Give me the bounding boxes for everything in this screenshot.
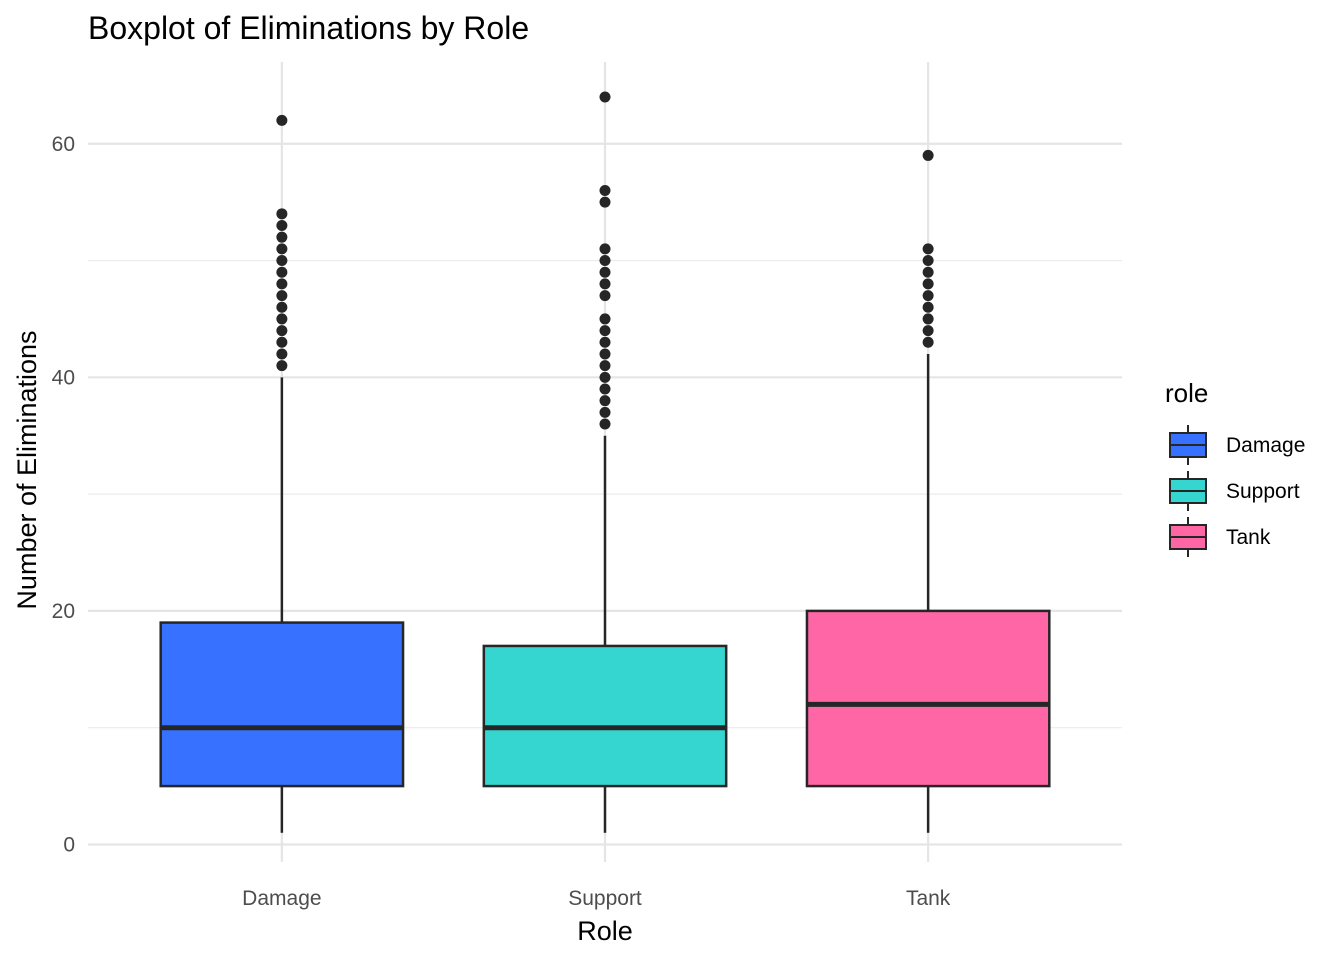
outlier-point: [276, 348, 288, 360]
y-axis-title: Number of Eliminations: [12, 330, 42, 609]
x-tick-label: Tank: [906, 887, 951, 910]
outlier-point: [276, 301, 288, 313]
x-axis-ticks: Damage Support Tank: [242, 887, 951, 910]
outlier-point: [599, 243, 611, 255]
y-tick-label: 40: [52, 366, 75, 389]
outlier-point: [599, 325, 611, 337]
outlier-point: [276, 290, 288, 302]
outlier-point: [599, 266, 611, 278]
outlier-point: [599, 313, 611, 325]
outlier-point: [922, 149, 934, 161]
x-axis-title: Role: [577, 916, 633, 946]
outlier-point: [922, 266, 934, 278]
outlier-point: [599, 360, 611, 372]
outlier-point: [276, 360, 288, 372]
outlier-point: [276, 208, 288, 220]
x-tick-label: Damage: [242, 887, 321, 910]
outlier-point: [922, 301, 934, 313]
outlier-point: [276, 278, 288, 290]
outlier-point: [599, 418, 611, 430]
boxes: [159, 91, 1051, 833]
legend-item-damage: Damage: [1169, 425, 1305, 465]
legend-title: role: [1165, 378, 1208, 408]
outlier-point: [599, 196, 611, 208]
y-axis-ticks: 0 20 40 60: [52, 133, 75, 857]
outlier-point: [599, 383, 611, 395]
box-iqr: [159, 621, 405, 788]
outlier-point: [599, 406, 611, 418]
outlier-point: [599, 255, 611, 267]
box-support: [482, 91, 728, 833]
outlier-point: [276, 231, 288, 243]
y-tick-label: 60: [52, 133, 75, 156]
outlier-point: [922, 336, 934, 348]
outlier-point: [599, 184, 611, 196]
outlier-point: [276, 255, 288, 267]
y-tick-label: 0: [63, 833, 75, 856]
outlier-point: [599, 290, 611, 302]
outlier-point: [276, 336, 288, 348]
outlier-point: [276, 313, 288, 325]
outlier-point: [599, 395, 611, 407]
legend-label: Support: [1226, 480, 1300, 503]
legend: role Damage Support Tank: [1165, 378, 1305, 557]
outlier-point: [276, 325, 288, 337]
box-iqr: [805, 609, 1051, 788]
outlier-point: [599, 336, 611, 348]
legend-item-tank: Tank: [1169, 517, 1271, 557]
outlier-point: [276, 114, 288, 126]
legend-label: Tank: [1226, 526, 1271, 549]
outlier-point: [922, 255, 934, 267]
outlier-point: [922, 243, 934, 255]
outlier-point: [922, 313, 934, 325]
outlier-point: [922, 278, 934, 290]
outlier-point: [599, 348, 611, 360]
outlier-point: [276, 266, 288, 278]
outlier-point: [922, 325, 934, 337]
outlier-point: [599, 91, 611, 103]
outlier-point: [276, 220, 288, 232]
outlier-point: [599, 278, 611, 290]
outlier-point: [599, 371, 611, 383]
box-tank: [805, 149, 1051, 833]
chart-title: Boxplot of Eliminations by Role: [88, 10, 529, 46]
x-tick-label: Support: [568, 887, 642, 910]
legend-item-support: Support: [1169, 471, 1300, 511]
outlier-point: [276, 243, 288, 255]
outlier-point: [922, 290, 934, 302]
box-iqr: [482, 644, 728, 788]
box-damage: [159, 114, 405, 833]
legend-label: Damage: [1226, 434, 1305, 457]
y-tick-label: 20: [52, 600, 75, 623]
